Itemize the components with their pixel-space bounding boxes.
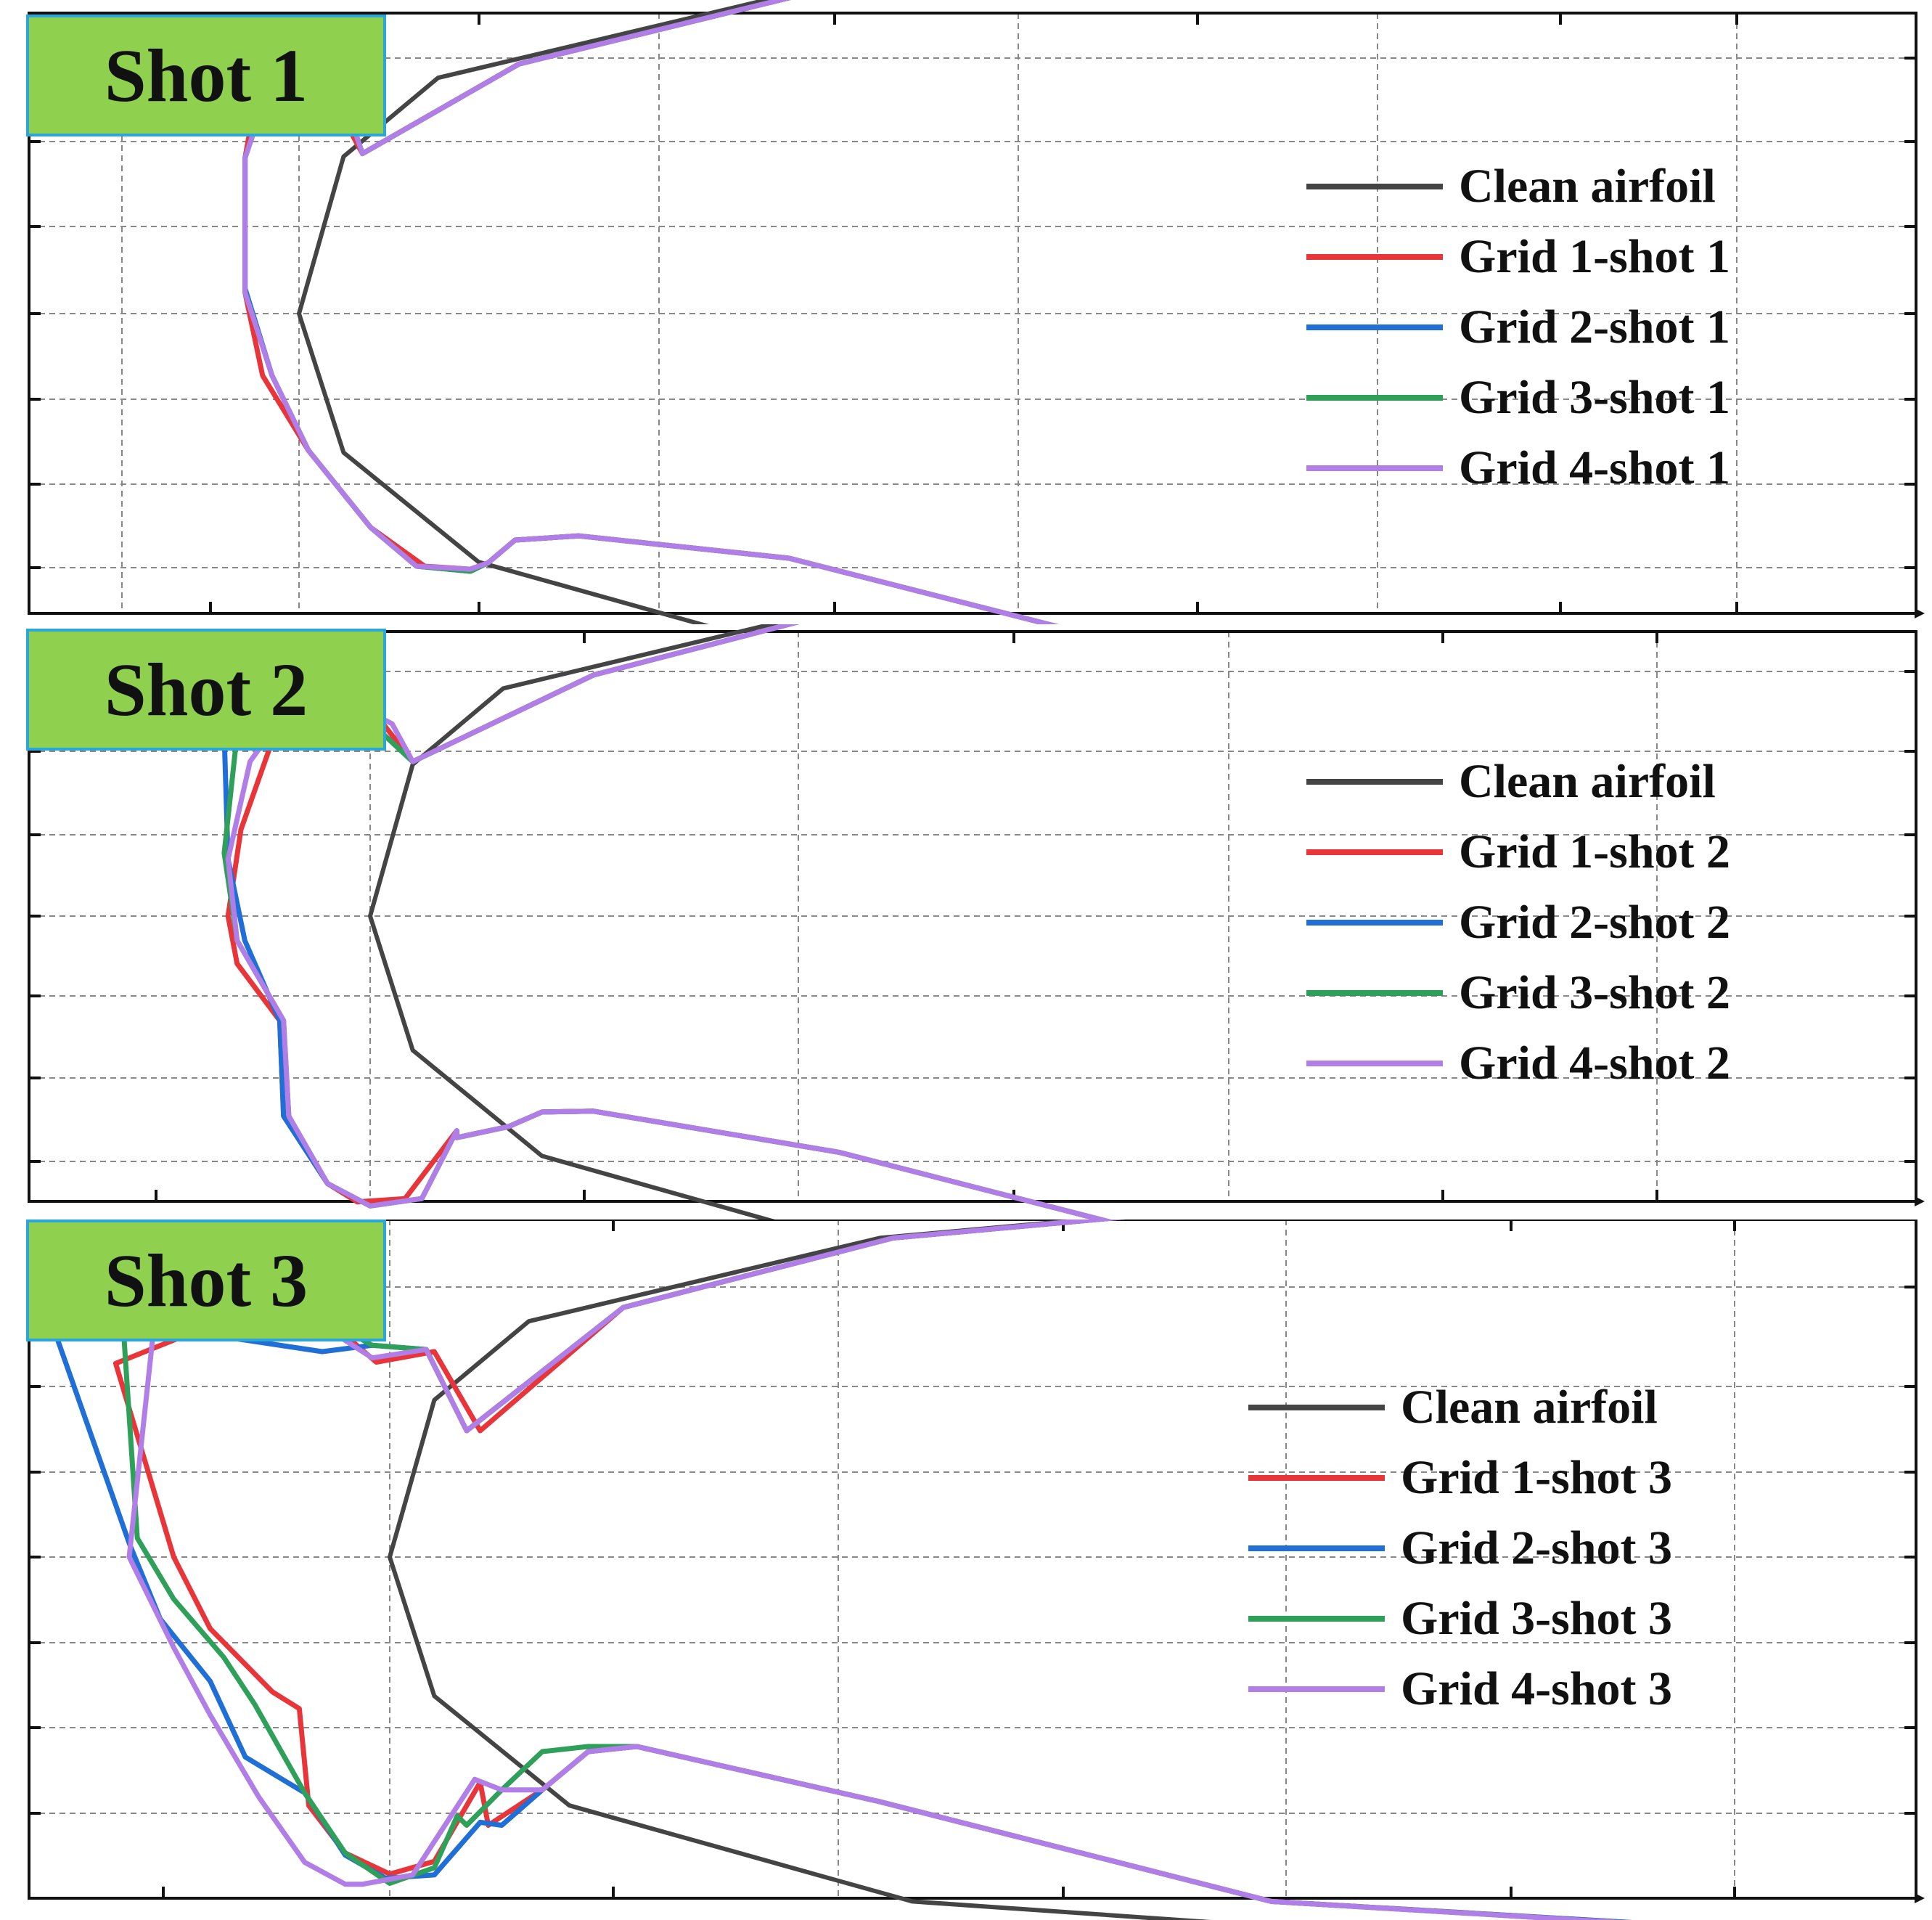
legend-item: Grid 1-shot 1 xyxy=(1306,221,1730,292)
legend-item: Grid 2-shot 3 xyxy=(1248,1513,1672,1583)
legend-label: Grid 4-shot 2 xyxy=(1459,1036,1731,1090)
legend-label: Clean airfoil xyxy=(1459,159,1716,213)
legend-swatch xyxy=(1306,465,1443,471)
legend-label: Grid 3-shot 3 xyxy=(1401,1591,1673,1645)
legend-label: Grid 3-shot 1 xyxy=(1459,370,1731,424)
legend-item: Grid 2-shot 2 xyxy=(1306,887,1730,957)
legend-item: Grid 3-shot 2 xyxy=(1306,957,1730,1028)
legend-swatch xyxy=(1248,1404,1385,1410)
legend-swatch xyxy=(1306,1060,1443,1066)
legend-swatch xyxy=(1306,778,1443,785)
series-line-grid-4-shot-1 xyxy=(242,0,1059,624)
legend-swatch xyxy=(1248,1615,1385,1622)
legend-swatch xyxy=(1248,1686,1385,1692)
legend-item: Grid 3-shot 3 xyxy=(1248,1583,1672,1654)
legend-swatch xyxy=(1306,849,1443,855)
legend-swatch xyxy=(1306,253,1443,260)
x-axis-arrow xyxy=(1915,1893,1925,1903)
chart-legend: Clean airfoil Grid 1-shot 2 Grid 2-shot … xyxy=(1306,746,1730,1098)
chart-panel-shot-1: Shot 1 Clean airfoil Grid 1-shot 1 Grid … xyxy=(0,0,1932,624)
legend-label: Clean airfoil xyxy=(1459,754,1716,808)
legend-label: Grid 2-shot 3 xyxy=(1401,1521,1673,1574)
legend-label: Grid 3-shot 2 xyxy=(1459,965,1731,1019)
legend-label: Grid 4-shot 3 xyxy=(1401,1662,1673,1715)
legend-item: Grid 1-shot 2 xyxy=(1306,817,1730,887)
legend-label: Grid 1-shot 3 xyxy=(1401,1450,1673,1504)
series-line-clean-airfoil xyxy=(297,0,776,624)
series-line-grid-4-shot-2 xyxy=(225,624,1111,1220)
legend-label: Grid 2-shot 2 xyxy=(1459,895,1731,949)
chart-plot-area xyxy=(28,0,1925,624)
chart-panel-shot-3: Shot 3 Clean airfoil Grid 1-shot 3 Grid … xyxy=(0,1220,1932,1920)
legend-item: Clean airfoil xyxy=(1306,746,1730,817)
legend-swatch xyxy=(1306,919,1443,926)
legend-item: Grid 3-shot 1 xyxy=(1306,362,1730,433)
legend-swatch xyxy=(1248,1545,1385,1551)
legend-swatch xyxy=(1306,183,1443,189)
x-axis-arrow xyxy=(1915,608,1925,618)
legend-label: Grid 2-shot 1 xyxy=(1459,300,1731,354)
legend-label: Grid 1-shot 1 xyxy=(1459,229,1731,283)
legend-swatch xyxy=(1306,989,1443,996)
legend-item: Grid 4-shot 1 xyxy=(1306,433,1730,503)
chart-legend: Clean airfoil Grid 1-shot 1 Grid 2-shot … xyxy=(1306,151,1730,503)
panel-title: Shot 1 xyxy=(26,15,386,136)
chart-panel-shot-2: Shot 2 Clean airfoil Grid 1-shot 2 Grid … xyxy=(0,624,1932,1220)
legend-swatch xyxy=(1306,324,1443,330)
legend-item: Clean airfoil xyxy=(1248,1372,1672,1442)
legend-label: Grid 1-shot 2 xyxy=(1459,825,1731,878)
x-axis-arrow xyxy=(1915,1196,1925,1206)
legend-swatch xyxy=(1306,394,1443,401)
series-line-clean-airfoil xyxy=(368,624,781,1220)
legend-label: Grid 4-shot 1 xyxy=(1459,441,1731,494)
legend-swatch xyxy=(1248,1474,1385,1481)
legend-item: Grid 4-shot 3 xyxy=(1248,1654,1672,1724)
legend-item: Grid 1-shot 3 xyxy=(1248,1442,1672,1513)
legend-item: Grid 2-shot 1 xyxy=(1306,292,1730,362)
panel-title: Shot 3 xyxy=(26,1220,386,1341)
series-line-grid-4-shot-3 xyxy=(126,1220,1622,1920)
plot-frame xyxy=(28,1220,1917,1900)
legend-item: Clean airfoil xyxy=(1306,151,1730,221)
legend-item: Grid 4-shot 2 xyxy=(1306,1028,1730,1098)
chart-plot-area xyxy=(28,1220,1925,1920)
chart-plot-area xyxy=(28,624,1925,1220)
panel-title: Shot 2 xyxy=(26,629,386,751)
legend-label: Clean airfoil xyxy=(1401,1380,1658,1434)
chart-legend: Clean airfoil Grid 1-shot 3 Grid 2-shot … xyxy=(1248,1372,1672,1724)
